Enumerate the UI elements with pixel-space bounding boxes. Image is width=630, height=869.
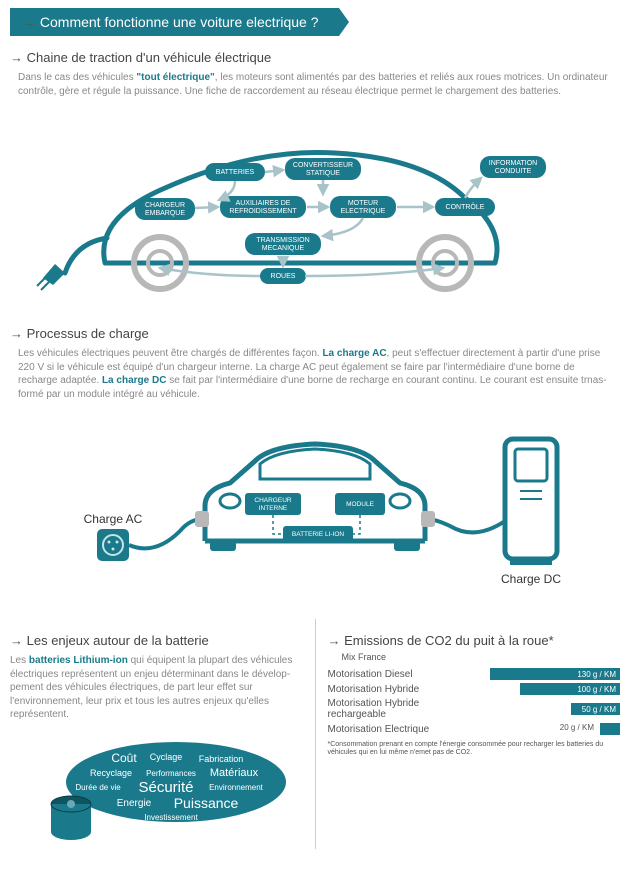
w-cout: Coût [112, 751, 138, 765]
charge-diagram: CHARGEURINTERNE MODULE BATTERIE LI-ION C… [10, 411, 620, 601]
s1-text-pre: Dans le cas des véhicules [18, 72, 136, 83]
node-aux-l2: REFROIDISSEMENT [229, 208, 297, 215]
title-banner: Comment fonctionne une voiture electriqu… [10, 8, 339, 36]
node-chargeur-l2: EMBARQUE [145, 210, 185, 217]
node-trans-l2: MECANIQUE [262, 245, 305, 252]
node-trans-l1: TRANSMISSION [256, 237, 309, 244]
box-batterie: BATTERIE LI-ION [292, 531, 345, 538]
node-info-l2: CONDUITE [495, 168, 532, 175]
node-moteur-l2: ELECTRIQUE [341, 208, 386, 215]
co2-label: Motorisation Electrique [328, 724, 473, 735]
node-roues: ROUES [271, 273, 296, 280]
node-info-l1: INFORMATION [489, 160, 537, 167]
section3-title: Les enjeux autour de la batterie [10, 633, 303, 648]
w-fab: Fabrication [199, 754, 244, 764]
co2-row: Motorisation Diesel 130 g / KM [328, 668, 621, 680]
section1-title: Chaine de traction d'un véhicule électri… [10, 50, 620, 65]
s3-b: batteries Lithium-ion [29, 655, 128, 666]
w-ene: Energie [117, 798, 152, 809]
s1-text-bold: "tout électrique" [136, 72, 214, 83]
s2-b1: La charge AC [322, 348, 386, 359]
w-puis: Puissance [174, 795, 239, 811]
section3-body: Les batteries Lithium-ion qui équipent l… [10, 654, 303, 722]
section2-body: Les véhicules électriques peuvent être c… [18, 347, 612, 401]
co2-value: 20 g / KM [560, 723, 594, 732]
box-chargeur-l2: INTERNE [259, 505, 288, 512]
box-module: MODULE [346, 501, 374, 508]
node-controle: CONTRÔLE [446, 202, 485, 211]
co2-row: Motorisation Electrique 20 g / KM [328, 723, 621, 735]
co2-label: Motorisation Hybride rechargeable [328, 698, 473, 720]
section4-title: Emissions de CO2 du puit à la roue* [328, 633, 621, 648]
node-aux-l1: AUXILIAIRES DE [236, 200, 291, 207]
section2-title: Processus de charge [10, 326, 620, 341]
w-sec: Sécurité [139, 779, 194, 796]
s2-t1: Les véhicules électriques peuvent être c… [18, 348, 322, 359]
s2-b2: La charge DC [102, 375, 166, 386]
s3-t1: Les [10, 655, 29, 666]
co2-row: Motorisation Hybride 100 g / KM [328, 683, 621, 695]
co2-bar: 100 g / KM [520, 683, 620, 695]
co2-label: Motorisation Hybride [328, 684, 473, 695]
node-chargeur-l1: CHARGEUR [145, 202, 185, 209]
w-rec: Recyclage [90, 768, 132, 778]
co2-bar [600, 723, 620, 735]
node-batteries: BATTERIES [216, 169, 255, 176]
co2-row: Motorisation Hybride rechargeable 50 g / … [328, 698, 621, 720]
box-chargeur-l1: CHARGEUR [254, 497, 292, 504]
label-charge-dc: Charge DC [501, 572, 561, 586]
traction-diagram: BATTERIES CONVERTISSEURSTATIQUE INFORMAT… [10, 108, 620, 308]
co2-bar: 50 g / KM [571, 703, 620, 715]
w-dur: Durée de vie [76, 783, 122, 792]
label-charge-ac: Charge AC [84, 512, 143, 526]
w-perf: Performances [146, 769, 196, 778]
section1-body: Dans le cas des véhicules "tout électriq… [18, 71, 612, 98]
co2-label: Motorisation Diesel [328, 669, 473, 680]
co2-note: *Consommation prenant en compte l'énergi… [328, 741, 621, 758]
section4-sub: Mix France [342, 652, 621, 662]
w-inv: Investissement [145, 813, 199, 822]
w-cyc: Cyclage [150, 752, 183, 762]
battery-cloud: Coût Cyclage Fabrication Recyclage Perfo… [10, 734, 303, 849]
w-mat: Matériaux [210, 767, 259, 779]
w-env: Environnement [209, 783, 264, 792]
co2-chart: Motorisation Diesel130 g / KMMotorisatio… [328, 668, 621, 735]
node-conv-l2: STATIQUE [306, 170, 340, 177]
co2-bar: 130 g / KM [490, 668, 620, 680]
node-conv-l1: CONVERTISSEUR [293, 162, 353, 169]
node-moteur-l1: MOTEUR [348, 200, 378, 207]
